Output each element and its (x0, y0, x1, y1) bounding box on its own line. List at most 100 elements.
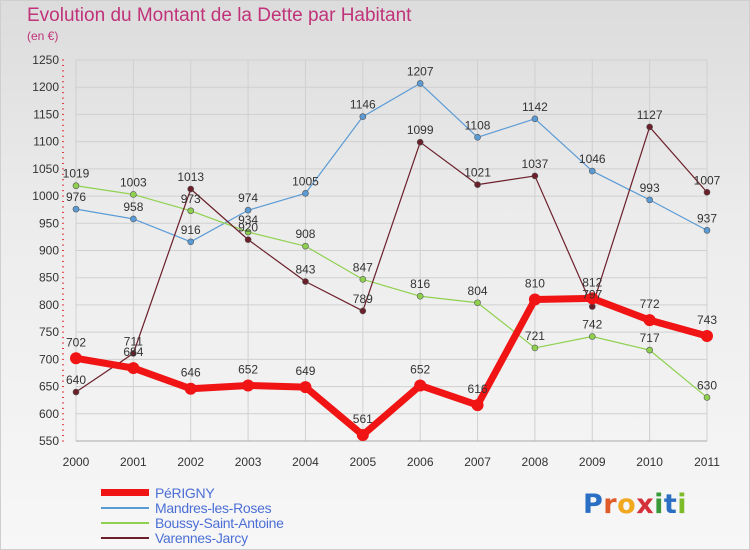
y-minor-tick (62, 206, 64, 208)
x-tick-label: 2002 (177, 455, 204, 469)
data-label-p-rigny: 646 (181, 366, 201, 380)
y-minor-tick (62, 135, 64, 137)
data-point-varennes-jarcy (302, 278, 309, 285)
legend-item-varennes-jarcy: Varennes-Jarcy (101, 529, 284, 546)
data-point-mandres-les-roses (187, 238, 195, 246)
y-minor-tick (62, 255, 64, 257)
x-tick-label: 2000 (63, 455, 90, 469)
y-minor-tick (62, 386, 64, 388)
y-minor-tick (62, 435, 64, 437)
y-minor-tick (62, 260, 64, 262)
y-minor-tick (62, 92, 64, 94)
y-minor-tick (62, 113, 64, 115)
y-minor-tick (62, 168, 64, 170)
data-label-boussy-saint-antoine: 717 (640, 331, 660, 345)
y-minor-tick (62, 108, 64, 110)
y-minor-tick (62, 424, 64, 426)
data-label-p-rigny: 561 (353, 412, 373, 426)
data-label-boussy-saint-antoine: 908 (295, 227, 315, 241)
y-tick-label: 650 (39, 380, 59, 394)
logo-letter: x (636, 489, 655, 520)
y-minor-tick (62, 380, 64, 382)
data-point-p-rigny (643, 314, 656, 327)
data-label-varennes-jarcy: 1099 (407, 123, 434, 137)
data-point-varennes-jarcy (416, 138, 424, 146)
legend-label: Boussy-Saint-Antoine (155, 514, 284, 531)
y-tick-label: 1000 (32, 189, 59, 203)
x-tick-label: 2006 (407, 455, 434, 469)
legend-swatch (101, 521, 149, 524)
data-label-boussy-saint-antoine: 721 (525, 329, 545, 343)
y-minor-tick (62, 222, 64, 224)
y-minor-tick (62, 64, 64, 66)
data-label-boussy-saint-antoine: 934 (238, 213, 258, 227)
data-point-boussy-saint-antoine (474, 299, 481, 307)
legend-swatch (101, 489, 149, 496)
y-tick-label: 900 (39, 244, 59, 258)
series-line-p-rigny (72, 294, 711, 439)
y-minor-tick (62, 124, 64, 126)
data-point-varennes-jarcy (130, 350, 137, 357)
data-label-mandres-les-roses: 976 (66, 190, 86, 204)
data-point-mandres-les-roses (474, 133, 481, 141)
y-minor-tick (62, 239, 64, 241)
y-minor-tick (62, 337, 64, 339)
data-point-varennes-jarcy (646, 123, 653, 131)
data-point-mandres-les-roses (703, 227, 711, 234)
data-label-p-rigny: 649 (295, 364, 315, 378)
data-label-boussy-saint-antoine: 1003 (120, 175, 147, 189)
y-minor-tick (62, 440, 64, 442)
data-point-mandres-les-roses (72, 205, 80, 213)
y-minor-tick (62, 266, 64, 268)
data-point-varennes-jarcy (474, 181, 481, 188)
data-point-p-rigny (701, 329, 713, 342)
legend-item-p-rigny: PéRIGNY (101, 485, 284, 501)
series-layer (70, 80, 713, 442)
data-label-boussy-saint-antoine: 630 (697, 378, 717, 392)
logo-letter: i (677, 489, 688, 520)
data-label-varennes-jarcy: 1037 (522, 157, 549, 171)
data-point-varennes-jarcy (187, 185, 195, 193)
y-minor-tick (62, 391, 64, 393)
data-point-varennes-jarcy (703, 188, 711, 196)
y-minor-tick (62, 418, 64, 420)
data-point-mandres-les-roses (646, 196, 653, 204)
x-tick-label: 2009 (579, 455, 606, 469)
y-minor-tick (62, 304, 64, 306)
x-tick-label: 2003 (235, 455, 262, 469)
data-label-mandres-les-roses: 1046 (579, 152, 606, 166)
legend-swatch (101, 506, 149, 509)
y-minor-tick (62, 364, 64, 366)
y-minor-tick (62, 342, 64, 344)
y-minor-tick (62, 402, 64, 404)
data-point-p-rigny (70, 352, 82, 365)
y-tick-label: 800 (39, 298, 59, 312)
legend-label: Varennes-Jarcy (155, 529, 248, 546)
y-minor-tick (62, 162, 64, 164)
data-label-boussy-saint-antoine: 816 (410, 277, 430, 291)
data-label-mandres-les-roses: 974 (238, 191, 258, 205)
data-label-p-rigny: 772 (640, 297, 660, 311)
data-point-p-rigny (356, 429, 369, 442)
data-label-varennes-jarcy: 797 (582, 288, 602, 302)
y-tick-label: 1250 (32, 53, 59, 67)
y-minor-tick (62, 298, 64, 300)
data-point-boussy-saint-antoine (130, 191, 137, 198)
y-minor-tick (62, 250, 64, 251)
y-tick-label: 950 (39, 216, 59, 230)
y-minor-tick (62, 271, 64, 273)
data-label-varennes-jarcy: 843 (295, 263, 315, 277)
data-point-boussy-saint-antoine (244, 228, 252, 236)
x-tick-label: 2010 (636, 455, 663, 469)
y-minor-tick (62, 179, 64, 181)
series-line-boussy-saint-antoine (75, 185, 708, 399)
y-minor-tick (62, 407, 64, 409)
y-minor-tick (62, 173, 64, 175)
data-point-mandres-les-roses (302, 190, 309, 197)
logo-letter: o (617, 489, 637, 520)
data-label-varennes-jarcy: 1021 (464, 166, 491, 180)
y-minor-tick (62, 217, 64, 219)
data-point-mandres-les-roses (130, 215, 137, 223)
data-label-p-rigny: 652 (238, 362, 258, 376)
